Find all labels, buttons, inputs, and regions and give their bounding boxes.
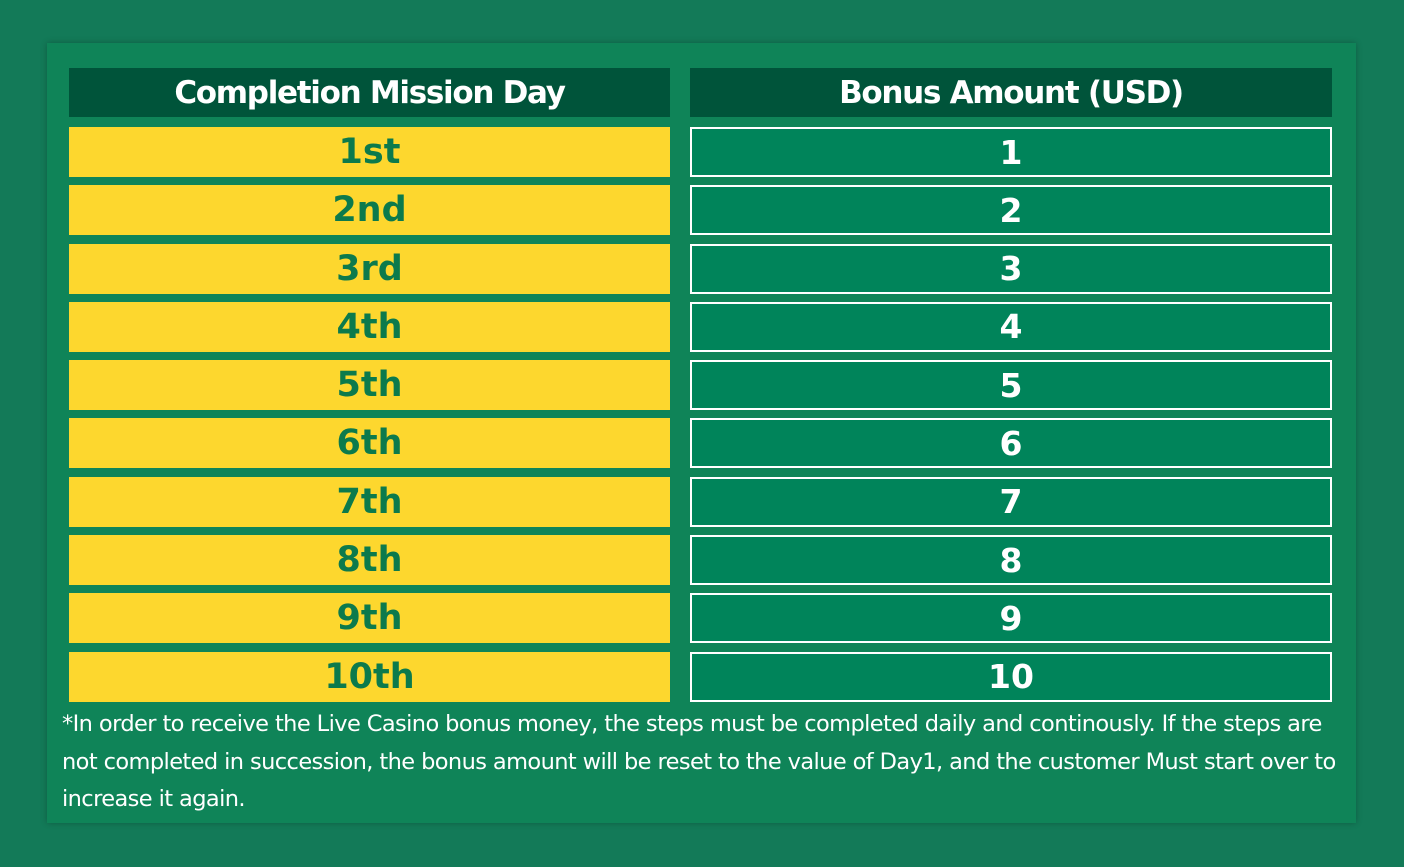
mission-day-column: 1st 2nd 3rd 4th 5th 6th 7th 8th 9th 10th — [69, 127, 670, 710]
footnote-text: *In order to receive the Live Casino bon… — [62, 711, 1336, 812]
mission-day-cell: 3rd — [69, 243, 670, 294]
bonus-amount-cell: 6 — [690, 418, 1332, 469]
mission-day-cell: 1st — [69, 127, 670, 177]
mission-day-cell: 9th — [69, 593, 670, 644]
mission-day-cell: 4th — [69, 301, 670, 352]
mission-day-cell: 6th — [69, 418, 670, 469]
bonus-amount-cell: 2 — [690, 185, 1332, 236]
bonus-amount-cell: 5 — [690, 360, 1332, 411]
completion-mission-day-header: Completion Mission Day — [69, 68, 670, 117]
mission-day-cell: 7th — [69, 476, 670, 527]
bonus-amount-header: Bonus Amount (USD) — [690, 68, 1332, 117]
bonus-amount-cell: 4 — [690, 301, 1332, 352]
bonus-amount-cell: 3 — [690, 243, 1332, 294]
mission-day-cell: 5th — [69, 360, 670, 411]
mission-day-cell: 8th — [69, 535, 670, 586]
bonus-amount-cell: 7 — [690, 476, 1332, 527]
bonus-amount-cell: 1 — [690, 127, 1332, 177]
bonus-amount-cell: 10 — [690, 651, 1332, 702]
bonus-amount-cell: 8 — [690, 535, 1332, 586]
bonus-table-panel: Completion Mission Day Bonus Amount (USD… — [47, 43, 1356, 823]
mission-day-cell: 2nd — [69, 185, 670, 236]
bonus-amount-column: 1 2 3 4 5 6 7 8 9 10 — [690, 127, 1332, 710]
bonus-amount-cell: 9 — [690, 593, 1332, 644]
mission-day-cell: 10th — [69, 651, 670, 702]
